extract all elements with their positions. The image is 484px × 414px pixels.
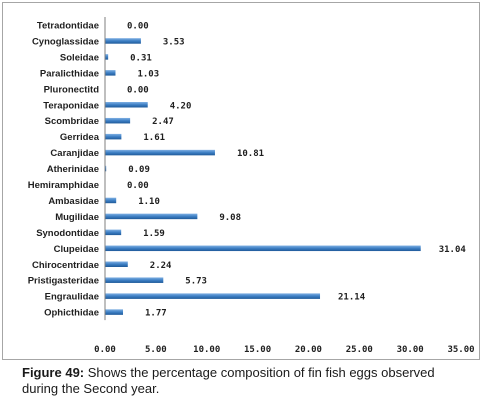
bar [105, 277, 164, 283]
category-label: Engraulidae [45, 292, 99, 303]
data-label: 2.24 [150, 261, 172, 271]
bar [105, 117, 131, 124]
figure-caption-text: Shows the percentage composition of fin … [22, 365, 435, 396]
category-label: Ambasidae [48, 196, 99, 207]
category-label: Atherinidae [47, 164, 99, 175]
bar [105, 70, 116, 76]
x-tick-label: 25.00 [346, 345, 373, 355]
category-label: Synodontidae [36, 228, 99, 239]
data-label: 4.20 [170, 101, 192, 111]
data-label: 1.10 [138, 197, 160, 207]
bars [105, 38, 421, 315]
category-label: Soleidae [60, 52, 99, 63]
data-label: 0.00 [127, 181, 149, 191]
data-label: 0.00 [127, 85, 149, 95]
x-tick-label: 30.00 [397, 345, 424, 355]
bar [105, 293, 321, 299]
data-label: 1.59 [143, 229, 165, 239]
data-label: 21.14 [338, 293, 366, 303]
bar [105, 197, 117, 204]
figure-label: Figure 49: [22, 365, 85, 380]
data-label: 5.73 [185, 277, 207, 287]
bar-chart: Tetradontidae Cynoglassidae Soleidae Parali… [28, 17, 475, 355]
x-tick-label: 35.00 [447, 345, 474, 355]
category-label: Cynoglassidae [32, 36, 99, 47]
data-label: 1.77 [145, 309, 167, 319]
bar [105, 245, 421, 252]
bar [105, 54, 109, 60]
data-label: 31.04 [439, 245, 467, 255]
category-label: Tetradontidae [37, 21, 99, 32]
category-label: Gerridea [60, 132, 100, 143]
data-label: 10.81 [237, 149, 264, 159]
bar [105, 213, 198, 220]
data-label: 1.03 [137, 69, 159, 79]
category-label: Mugilidae [55, 212, 99, 223]
category-label: Paralicthidae [40, 68, 99, 79]
category-label: Chirocentridae [32, 260, 99, 271]
category-label: Scombridae [45, 116, 99, 127]
category-label: Ophicthidae [44, 308, 99, 319]
x-tick-label: 5.00 [145, 345, 167, 355]
data-label: 3.53 [163, 37, 185, 47]
x-tick-label: 0.00 [94, 345, 116, 355]
x-tick-labels: 0.00 5.00 10.00 15.00 20.00 25.00 30.00 35.00 [94, 345, 474, 355]
x-tick-label: 10.00 [193, 345, 220, 355]
bar [105, 133, 122, 140]
bar [105, 149, 215, 156]
data-label: 0.31 [130, 53, 152, 63]
bar [105, 261, 128, 267]
category-label: Caranjidae [50, 148, 99, 159]
data-label: 9.08 [219, 213, 241, 223]
bar [105, 102, 148, 108]
bar [105, 165, 107, 172]
category-label: Pristigasteridae [28, 276, 99, 287]
chart-frame: Tetradontidae Cynoglassidae Soleidae Parali… [2, 2, 480, 360]
value-labels: 0.00 3.53 0.31 1.03 0.00 4.20 2.47 1.61 10.81 0.0… [127, 22, 466, 319]
x-tick-label: 15.00 [244, 345, 271, 355]
category-label: Pluronectitd [44, 84, 100, 95]
bar [105, 229, 122, 236]
data-label: 0.09 [128, 165, 150, 175]
figure-caption: Figure 49: Shows the percentage composit… [22, 365, 472, 397]
data-label: 1.61 [143, 133, 165, 143]
category-label: Teraponidae [43, 100, 99, 111]
x-tick-label: 20.00 [295, 345, 322, 355]
bar [105, 309, 124, 315]
data-label: 0.00 [127, 22, 149, 32]
category-labels: Tetradontidae Cynoglassidae Soleidae Parali… [28, 21, 100, 319]
category-label: Hemiramphidae [28, 180, 99, 191]
data-label: 2.47 [152, 117, 174, 127]
bar [105, 38, 141, 44]
category-label: Clupeidae [54, 244, 99, 255]
